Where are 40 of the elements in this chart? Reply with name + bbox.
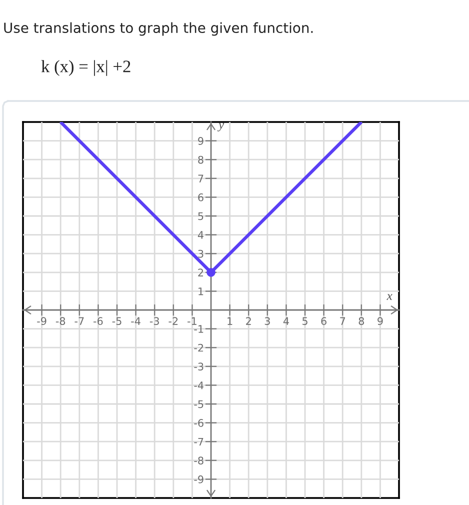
- x-tick-label: -6: [94, 317, 103, 326]
- x-tick-label: 5: [302, 317, 308, 326]
- y-tick-label: 3: [198, 250, 204, 258]
- y-tick-label: 1: [198, 288, 204, 296]
- y-tick-label: 4: [198, 231, 204, 239]
- x-tick-label: 3: [264, 317, 270, 326]
- x-tick-label: -4: [131, 317, 140, 325]
- x-tick-label: 4: [283, 317, 289, 325]
- x-tick-label: 8: [358, 317, 364, 326]
- y-tick-label: 7: [198, 174, 204, 182]
- y-tick-label: -6: [194, 419, 204, 427]
- y-tick-label: 5: [198, 212, 204, 220]
- x-tick-label: 9: [378, 317, 383, 326]
- y-tick-label: -9: [194, 475, 204, 484]
- x-tick-label: -9: [37, 317, 46, 326]
- x-tick-label: -2: [168, 317, 178, 325]
- y-tick-label: 2: [198, 268, 204, 276]
- y-tick-label: 6: [198, 193, 204, 202]
- y-tick-label: -5: [194, 400, 204, 408]
- x-tick-label: -5: [112, 317, 122, 326]
- x-tick-label: 2: [246, 317, 251, 325]
- y-tick-label: 9: [198, 137, 204, 145]
- x-tick-label: -7: [74, 317, 84, 325]
- x-tick-label: 6: [321, 317, 326, 326]
- chart-subtitle: k (x) = |x| +2: [41, 60, 130, 76]
- y-tick-label: -3: [194, 362, 204, 371]
- y-tick-label: 8: [198, 156, 204, 164]
- x-tick-label: -3: [150, 317, 159, 326]
- x-tick-label: 7: [340, 317, 346, 325]
- y-axis-title: y: [217, 122, 224, 132]
- y-tick-label: -4: [194, 382, 204, 390]
- chart-title: Use translations to graph the given function.: [4, 22, 313, 36]
- y-tick-label: -8: [194, 456, 204, 465]
- y-tick-label: -2: [194, 344, 204, 352]
- x-tick-label: 1: [228, 317, 232, 325]
- y-tick-label: -7: [194, 438, 204, 446]
- x-tick-label: -8: [56, 317, 66, 326]
- x-axis-title: x: [386, 294, 392, 300]
- x-tick-label: -1: [188, 317, 196, 325]
- y-tick-label: -1: [194, 325, 204, 333]
